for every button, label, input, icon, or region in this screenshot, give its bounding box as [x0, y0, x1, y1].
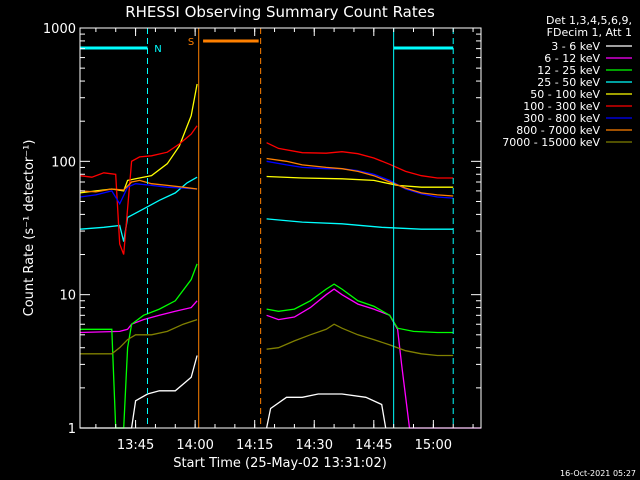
saa-label: S — [188, 37, 194, 48]
x-tick-label-0: 13:45 — [117, 438, 154, 453]
series-2 — [80, 263, 454, 429]
x-tick-label-2: 14:15 — [236, 438, 273, 453]
legend-header-0: Det 1,3,4,5,6,9, — [546, 14, 632, 27]
series-5 — [79, 125, 454, 255]
series-6 — [79, 160, 454, 206]
y-tick-label-0: 1 — [68, 422, 76, 437]
series-2-line-1 — [266, 283, 454, 334]
y-tick-label-2: 100 — [51, 155, 76, 170]
series-6-line-1 — [266, 160, 454, 199]
legend: Det 1,3,4,5,6,9,FDecim 1, Att 13 - 6 keV… — [502, 14, 632, 149]
series-1-line-0 — [79, 300, 198, 334]
x-axis: 13:45 14:00 14:15 14:30 14:45 15:00 — [95, 28, 474, 453]
series-8-line-0 — [80, 318, 198, 355]
x-tick-label-1: 14:00 — [176, 438, 213, 453]
y-tick-label-3: 1000 — [43, 22, 76, 37]
series-6-line-0 — [79, 183, 198, 206]
legend-label-5: 100 - 300 keV — [523, 100, 600, 113]
series-1 — [79, 288, 481, 429]
series-0-line-0 — [80, 355, 198, 429]
series-layer — [79, 83, 481, 429]
legend-label-3: 25 - 50 keV — [537, 76, 600, 89]
legend-label-8: 7000 - 15000 keV — [502, 136, 600, 149]
series-0-line-1 — [265, 393, 387, 429]
series-2-line-0 — [80, 263, 198, 429]
series-7 — [79, 157, 454, 197]
legend-label-7: 800 - 7000 keV — [516, 124, 600, 137]
x-tick-label-5: 15:00 — [415, 438, 452, 453]
series-7-line-1 — [266, 157, 454, 197]
series-1-line-1 — [266, 288, 481, 429]
series-0 — [80, 355, 387, 429]
legend-header-1: FDecim 1, Att 1 — [547, 26, 632, 39]
legend-label-6: 300 - 800 keV — [523, 112, 600, 125]
y-axis: 1 10 100 1000 — [43, 22, 481, 437]
y-axis-label: Count Rate (s⁻¹ detector⁻¹) — [22, 140, 37, 317]
x-tick-label-3: 14:30 — [296, 438, 333, 453]
series-4-line-0 — [79, 83, 198, 194]
y-tick-label-1: 10 — [59, 289, 76, 304]
series-3-line-1 — [266, 218, 454, 230]
x-tick-label-4: 14:45 — [355, 438, 392, 453]
chart-title: RHESSI Observing Summary Count Rates — [125, 3, 435, 21]
legend-label-1: 6 - 12 keV — [544, 52, 600, 65]
series-7-line-0 — [79, 179, 198, 193]
legend-label-2: 12 - 25 keV — [537, 64, 600, 77]
series-4-line-1 — [266, 175, 454, 188]
series-8 — [80, 318, 454, 357]
x-axis-label: Start Time (25-May-02 13:31:02) — [173, 456, 387, 471]
night-label: N — [154, 44, 161, 55]
series-5-line-1 — [266, 142, 454, 179]
series-3 — [79, 176, 454, 242]
plot-frame — [79, 27, 482, 429]
series-8-line-1 — [266, 323, 454, 357]
legend-label-4: 50 - 100 keV — [530, 88, 600, 101]
legend-label-0: 3 - 6 keV — [551, 40, 600, 53]
series-5-line-0 — [79, 125, 198, 255]
timestamp: 16-Oct-2021 05:27 — [560, 469, 636, 478]
series-4 — [79, 83, 454, 194]
